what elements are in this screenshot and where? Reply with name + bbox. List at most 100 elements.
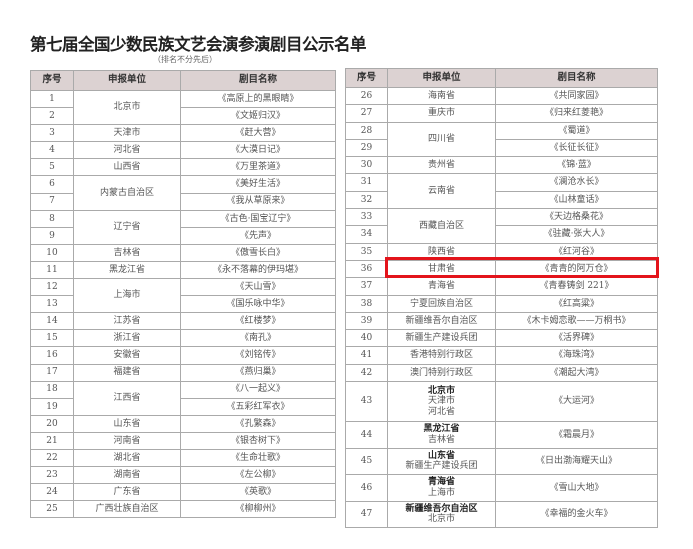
program-title: 《大漠日记》	[180, 141, 336, 160]
document-title: 第七届全国少数民族文艺会演参演剧目公示名单	[30, 35, 367, 54]
unit-name: 安徽省	[113, 350, 141, 361]
unit-name: 上海市	[113, 290, 141, 301]
applicant-unit: 湖北省	[73, 448, 181, 468]
unit-name: 湖北省	[113, 452, 141, 463]
program-title: 《海珠湾》	[495, 346, 658, 365]
unit-name: 北京市	[427, 386, 455, 397]
row-number: 13	[30, 295, 74, 314]
unit-name: 北京市	[427, 514, 455, 525]
table-row: 35 陕西省 《红河谷》	[345, 242, 658, 261]
table-row: 45 山东省 新疆生产建设兵团 《日出渤海耀天山》	[345, 447, 658, 476]
row-number: 24	[30, 483, 74, 502]
program-title: 《活界碑》	[495, 329, 658, 348]
unit-name: 海南省	[427, 90, 455, 101]
applicant-unit: 河南省	[73, 431, 181, 450]
unit-name: 新疆生产建设兵团	[405, 333, 478, 344]
program-title: 《锦·蓝》	[495, 156, 658, 175]
unit-name: 山东省	[113, 418, 141, 429]
table-row: 44 黑龙江省 吉林省 《霜晨月》	[345, 421, 658, 449]
program-title: 《日出渤海耀天山》	[495, 447, 658, 476]
applicant-unit: 新疆维吾尔自治区 北京市	[387, 500, 496, 529]
table-row: 14 江苏省 《红楼梦》	[30, 312, 336, 331]
table-row: 39 新疆维吾尔自治区 《木卡姆恋歌——万桐书》	[345, 311, 658, 331]
program-title: 《大运河》	[495, 381, 658, 423]
unit-name: 贵州省	[427, 160, 455, 171]
applicant-unit: 新疆生产建设兵团	[387, 329, 496, 348]
row-number: 29	[345, 138, 388, 158]
row-number: 25	[30, 500, 74, 519]
right-table: 序号 申报单位 剧目名称 26 海南省 《共同家园》 27 重庆市 《归来红菱艳》 28 四川…	[345, 68, 658, 529]
table-row: 21 河南省 《银杏树下》	[30, 431, 336, 450]
program-title: 《山林童话》	[495, 190, 658, 210]
row-number: 39	[345, 311, 388, 331]
program-title: 《共同家园》	[495, 86, 658, 106]
applicant-unit: 江苏省	[73, 312, 181, 331]
table-row: 8 辽宁省 《古色·国宝辽宁》	[30, 209, 336, 245]
unit-name: 内蒙古自治区	[99, 187, 154, 198]
row-number: 30	[345, 156, 388, 175]
unit-name: 宁夏回族自治区	[409, 298, 473, 309]
applicant-unit: 安徽省	[73, 346, 181, 365]
unit-name: 重庆市	[427, 108, 455, 119]
header-title: 剧目名称	[495, 68, 658, 88]
program-title: 《驻藏·张大人》	[495, 225, 658, 244]
program-title: 《八一起义》	[180, 380, 336, 399]
unit-name: 北京市	[113, 102, 141, 113]
row-number: 46	[345, 474, 388, 502]
table-row: 16 安徽省 《刘铭传》	[30, 346, 336, 365]
row-number: 6	[30, 175, 74, 194]
applicant-unit: 河北省	[73, 141, 181, 160]
applicant-unit: 澳门特别行政区	[387, 363, 496, 383]
table-row: 12 上海市 《天山雪》	[30, 278, 336, 314]
applicant-unit: 广东省	[73, 483, 181, 502]
table-row: 20 山东省 《孔繁森》	[30, 414, 336, 433]
program-title: 《文姬归汉》	[180, 107, 336, 126]
header-unit: 申报单位	[387, 68, 496, 88]
unit-name: 山东省	[427, 450, 455, 461]
unit-name: 福建省	[113, 367, 141, 378]
row-number: 21	[30, 431, 74, 450]
program-title: 《我从草原来》	[180, 192, 336, 211]
highlight-box	[385, 257, 659, 278]
table-row: 18 江西省 《八一起义》	[30, 380, 336, 416]
header-seq: 序号	[345, 68, 388, 88]
applicant-unit: 新疆维吾尔自治区	[387, 311, 496, 331]
applicant-unit: 四川省	[387, 121, 496, 158]
table-row: 4 河北省 《大漠日记》	[30, 141, 336, 160]
table-row: 23 湖南省 《左公柳》	[30, 466, 336, 485]
applicant-unit: 上海市	[73, 278, 181, 314]
program-title: 《柳柳州》	[180, 500, 336, 519]
row-number: 1	[30, 89, 74, 109]
applicant-unit: 山东省	[73, 414, 181, 433]
table-row: 19 《五彩红军衣》	[30, 397, 336, 416]
unit-name: 河北省	[427, 406, 455, 417]
applicant-unit: 浙江省	[73, 329, 181, 348]
unit-name: 青海省	[427, 477, 455, 488]
program-title: 《青春铸剑 221》	[495, 277, 658, 296]
unit-name: 西藏自治区	[418, 220, 464, 231]
table-row: 6 内蒙古自治区 《美好生活》	[30, 175, 336, 211]
table-row: 29 《长征长征》	[345, 138, 658, 158]
row-number: 33	[345, 208, 388, 227]
program-title: 《永不落幕的伊玛堪》	[180, 260, 336, 280]
program-title: 《孔繁森》	[180, 414, 336, 433]
row-number: 47	[345, 500, 388, 529]
unit-name: 上海市	[427, 487, 455, 498]
unit-name: 黑龙江省	[108, 264, 145, 275]
table-row: 26 海南省 《共同家园》	[345, 86, 658, 106]
unit-name: 山西省	[113, 162, 141, 173]
row-number: 36	[345, 259, 388, 279]
table-row: 1 北京市 《高原上的黑眼睛》	[30, 89, 336, 126]
row-number: 34	[345, 225, 388, 244]
program-title: 《国乐咏中华》	[180, 295, 336, 314]
unit-name: 辽宁省	[113, 222, 141, 233]
row-number: 3	[30, 124, 74, 143]
program-title: 《先声》	[180, 226, 336, 245]
program-title: 《红高粱》	[495, 294, 658, 313]
applicant-unit: 山东省 新疆生产建设兵团	[387, 447, 496, 476]
program-title: 《天边格桑花》	[495, 208, 658, 227]
row-number: 8	[30, 209, 74, 228]
document-subtitle: （排名不分先后）	[153, 55, 217, 64]
row-number: 18	[30, 380, 74, 399]
program-title: 《高原上的黑眼睛》	[180, 89, 336, 109]
